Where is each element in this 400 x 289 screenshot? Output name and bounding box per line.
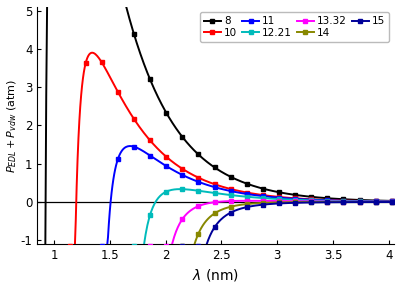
Line: 11: 11 <box>92 144 396 248</box>
Y-axis label: $P_{EDL}+P_{vdw}$ (atm): $P_{EDL}+P_{vdw}$ (atm) <box>6 78 19 173</box>
10 <box>293 197 298 200</box>
10 <box>260 193 264 197</box>
13.32 <box>260 199 264 203</box>
11 <box>293 197 298 201</box>
12.21 <box>392 200 397 203</box>
8 <box>176 130 181 134</box>
13.32 <box>151 244 156 248</box>
15 <box>260 203 264 206</box>
15 <box>392 200 397 204</box>
11 <box>151 156 156 160</box>
Line: 13.32: 13.32 <box>145 199 396 248</box>
Line: 15: 15 <box>177 200 396 248</box>
8 <box>293 193 298 197</box>
13.32 <box>176 224 181 227</box>
10 <box>78 105 83 108</box>
11 <box>176 171 181 175</box>
8 <box>151 86 156 90</box>
X-axis label: $\lambda$ (nm): $\lambda$ (nm) <box>192 267 240 284</box>
12.21 <box>260 196 264 200</box>
14 <box>294 200 299 204</box>
Line: 12.21: 12.21 <box>123 187 396 248</box>
12.21 <box>151 204 156 207</box>
8 <box>294 193 299 197</box>
10 <box>294 197 299 200</box>
10 <box>151 143 156 146</box>
14 <box>392 200 397 204</box>
15 <box>294 201 299 205</box>
12.21 <box>293 198 298 201</box>
11 <box>294 197 299 201</box>
10 <box>392 200 397 203</box>
10 <box>176 165 181 168</box>
14 <box>293 200 298 204</box>
13.32 <box>293 199 298 203</box>
14 <box>176 244 181 248</box>
Line: 10: 10 <box>65 51 396 248</box>
8 <box>260 187 264 190</box>
13.32 <box>294 199 299 203</box>
Line: 14: 14 <box>165 200 396 248</box>
11 <box>392 200 397 203</box>
12.21 <box>176 187 181 191</box>
8 <box>78 1 83 5</box>
Legend: 8, 10, 11, 12.21, 13.32, 14, 15: 8, 10, 11, 12.21, 13.32, 14, 15 <box>200 12 389 42</box>
8 <box>392 199 397 203</box>
11 <box>260 194 264 198</box>
14 <box>260 201 264 205</box>
Line: 8: 8 <box>40 1 396 248</box>
15 <box>293 201 298 205</box>
13.32 <box>392 200 397 203</box>
12.21 <box>294 198 299 202</box>
15 <box>176 244 181 248</box>
